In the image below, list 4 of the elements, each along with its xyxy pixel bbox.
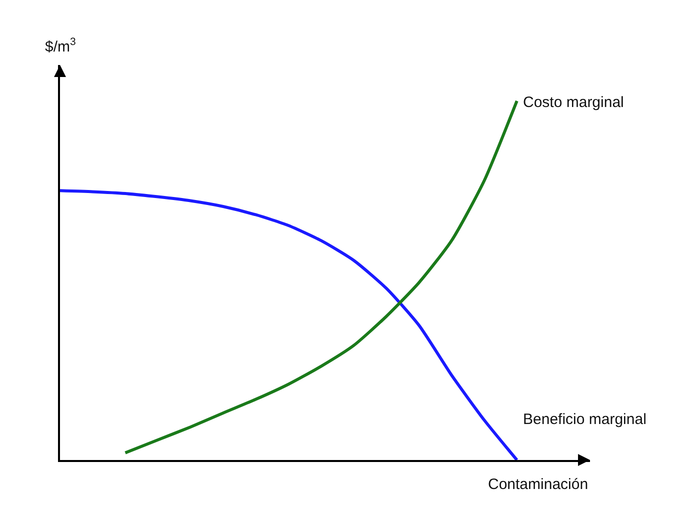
- series-label: Beneficio marginal: [523, 411, 646, 428]
- series-label: Costo marginal: [523, 94, 624, 111]
- y-axis-title: $/m$^{3}$: [45, 36, 76, 56]
- x-axis-title: Contaminación: [488, 476, 588, 493]
